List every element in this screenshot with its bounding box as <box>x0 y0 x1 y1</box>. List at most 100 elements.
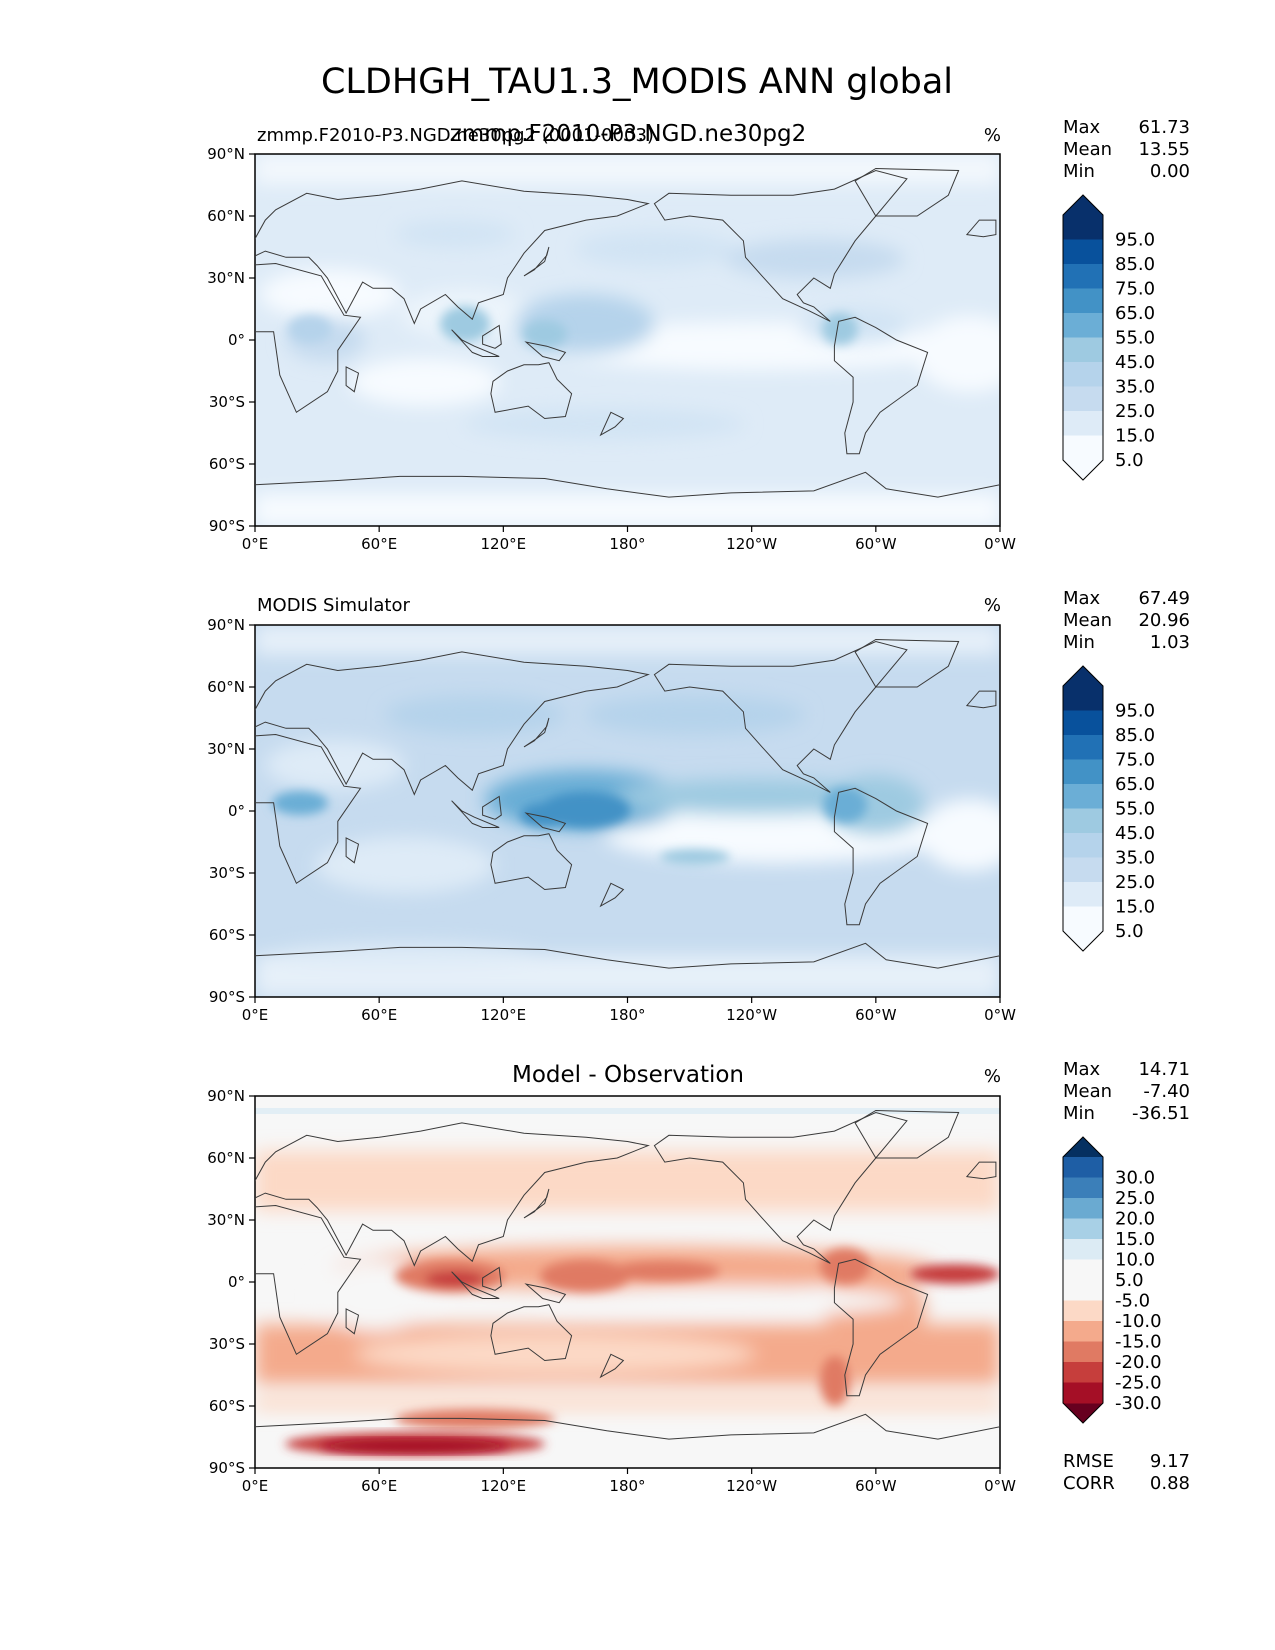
coastline-shape <box>255 1122 650 1267</box>
colorbar-segment <box>1063 1218 1103 1240</box>
coastline-shape <box>653 1111 908 1264</box>
panel-test-units: % <box>984 125 1001 146</box>
panel-reference-map <box>255 625 1000 997</box>
coastline-shape <box>345 366 360 393</box>
stat-label-corr: CORR <box>1063 1473 1115 1494</box>
panel-difference: Model - Observation % <box>254 1062 1001 1469</box>
y-tick-label: 90°N <box>207 1087 245 1105</box>
colorbar-extend-top <box>1063 195 1103 215</box>
y-tick-label: 0° <box>228 331 245 349</box>
colorbar-level-label: 75.0 <box>1115 750 1155 771</box>
panel-difference-title-center: Model - Observation <box>512 1062 744 1088</box>
stat-label-max: Max <box>1063 1059 1101 1080</box>
coastline-shape <box>599 411 625 437</box>
x-tick-label: 0°E <box>242 535 269 553</box>
panel-reference-units: % <box>984 595 1001 616</box>
colorbar-segment <box>1063 1198 1103 1219</box>
colorbar-extend-top <box>1063 666 1103 686</box>
colorbar-segment <box>1063 337 1103 363</box>
colorbar-segment <box>1063 435 1103 461</box>
x-tick-label: 180° <box>609 535 645 553</box>
colorbar-segment <box>1063 1177 1103 1199</box>
stat-value-max: 61.73 <box>1138 117 1190 138</box>
panel-reference-title-left: MODIS Simulator <box>257 595 410 616</box>
colorbar-level-label: 55.0 <box>1115 799 1155 820</box>
x-tick-label: 60°W <box>855 1477 897 1495</box>
coastline-shape <box>482 324 502 349</box>
colorbar-level-label: 15.0 <box>1115 426 1155 447</box>
colorbar-segment <box>1063 264 1103 289</box>
figure-title: CLDHGH_TAU1.3_MODIS ANN global <box>321 62 953 102</box>
colorbar-segment <box>1063 1300 1103 1322</box>
y-tick-label: 30°N <box>207 1211 245 1229</box>
coastline-shape <box>653 640 908 793</box>
x-tick-label: 120°W <box>726 1006 777 1024</box>
x-tick-label: 120°W <box>726 1477 777 1495</box>
stat-label-mean: Mean <box>1063 610 1112 631</box>
colorbar-level-label: -15.0 <box>1115 1332 1162 1353</box>
x-tick-label: 180° <box>609 1006 645 1024</box>
colorbar-segment <box>1063 1341 1103 1363</box>
stat-label-min: Min <box>1063 161 1095 182</box>
colorbar-level-label: 85.0 <box>1115 725 1155 746</box>
y-tick-label: 30°N <box>207 269 245 287</box>
antarctica-coastline <box>255 942 1000 969</box>
colorbar-segment <box>1063 313 1103 338</box>
colorbar-segment <box>1063 833 1103 858</box>
colorbar-extend-bottom <box>1063 931 1103 951</box>
colorbar-level-label: 10.0 <box>1115 1250 1155 1271</box>
y-tick-label: 60°S <box>209 455 245 473</box>
colorbar-level-label: 5.0 <box>1115 921 1144 942</box>
y-tick-label: 90°S <box>209 988 245 1006</box>
coastline-shape <box>451 1271 500 1299</box>
colorbar-segment <box>1063 411 1103 436</box>
colorbar-extend-bottom <box>1063 1403 1103 1423</box>
stat-value-mean: 13.55 <box>1138 139 1190 160</box>
x-tick-label: 0°E <box>242 1006 269 1024</box>
coastline-shape <box>854 1109 960 1159</box>
coastline-shape <box>345 1308 360 1335</box>
x-tick-label: 120°W <box>726 535 777 553</box>
colorbar-level-label: -30.0 <box>1115 1393 1162 1414</box>
y-tick-label: 30°S <box>209 393 245 411</box>
coastline-shape <box>524 812 567 833</box>
y-tick-label: 60°N <box>207 678 245 696</box>
colorbar-segment <box>1063 735 1103 760</box>
coastline-shape <box>524 1283 567 1304</box>
y-tick-label: 60°S <box>209 926 245 944</box>
stat-value-rmse: 9.17 <box>1150 1451 1190 1472</box>
stat-value-mean: 20.96 <box>1138 610 1190 631</box>
colorbar-level-label: 25.0 <box>1115 1188 1155 1209</box>
coastlines-panel-3 <box>255 1109 1000 1440</box>
x-tick-label: 60°W <box>855 535 897 553</box>
y-tick-label: 30°S <box>209 864 245 882</box>
coastline-shape <box>345 837 360 864</box>
y-tick-label: 60°N <box>207 207 245 225</box>
panel-difference-units: % <box>984 1066 1001 1087</box>
coastline-shape <box>599 882 625 908</box>
stat-label-rmse: RMSE <box>1063 1451 1114 1472</box>
colorbar-level-label: 95.0 <box>1115 701 1155 722</box>
antarctica-coastline <box>255 471 1000 498</box>
colorbar-segment <box>1063 1157 1103 1178</box>
colorbar-segment <box>1063 239 1103 265</box>
y-tick-label: 60°S <box>209 1397 245 1415</box>
dynamic-layer: 90°N60°N30°N0°30°S60°S90°S0°E 60°E 120°E 18… <box>207 117 1190 1495</box>
coastline-shape <box>255 651 650 796</box>
coastline-shape <box>524 341 567 362</box>
colorbar-outline <box>1062 1136 1104 1424</box>
colorbar-level-label: 30.0 <box>1115 1168 1155 1189</box>
x-tick-label: 60°E <box>361 1477 397 1495</box>
coastline-shape <box>255 733 362 885</box>
colorbar-level-label: 35.0 <box>1115 377 1155 398</box>
colorbar-level-label: 25.0 <box>1115 872 1155 893</box>
colorbar-extend-top <box>1063 1137 1103 1157</box>
x-tick-label: 60°E <box>361 535 397 553</box>
stat-label-mean: Mean <box>1063 1081 1112 1102</box>
stat-label-min: Min <box>1063 632 1095 653</box>
colorbar-level-label: 5.0 <box>1115 1270 1144 1291</box>
stat-label-mean: Mean <box>1063 139 1112 160</box>
colorbar-segment <box>1063 386 1103 412</box>
x-tick-label: 0°W <box>984 1477 1016 1495</box>
